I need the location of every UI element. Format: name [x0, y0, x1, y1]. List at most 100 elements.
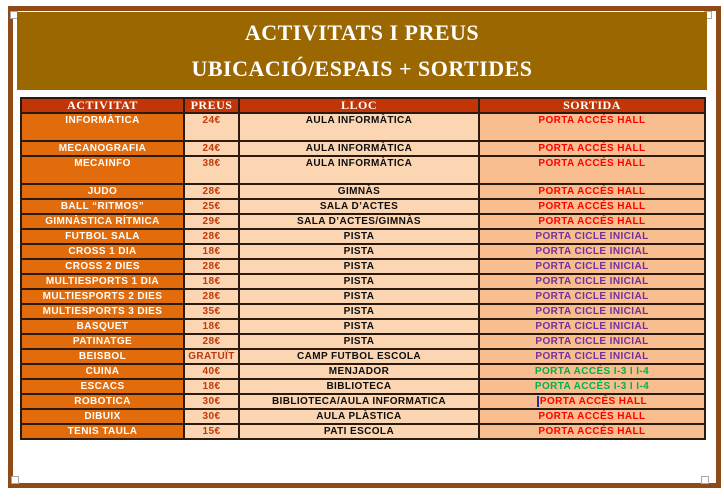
place-cell[interactable]: PISTA	[238, 258, 480, 275]
place-cell[interactable]: PISTA	[238, 318, 480, 335]
price-cell[interactable]: 28€	[183, 333, 240, 350]
exit-cell[interactable]: PORTA CICLE INICIAL	[478, 228, 706, 245]
activities-table: ACTIVITAT PREUS LLOC SORTIDA INFORMÀTICA…	[20, 97, 706, 440]
exit-cell[interactable]: PORTA CICLE INICIAL	[478, 258, 706, 275]
column-header-activity[interactable]: ACTIVITAT	[20, 97, 185, 114]
place-cell[interactable]: PISTA	[238, 288, 480, 305]
column-header-place[interactable]: LLOC	[238, 97, 480, 114]
price-cell[interactable]: 18€	[183, 273, 240, 290]
activity-cell[interactable]: TENIS TAULA	[20, 423, 185, 440]
exit-cell[interactable]: PORTA ACCÉS HALL	[478, 393, 706, 410]
place-cell[interactable]: PISTA	[238, 303, 480, 320]
price-cell[interactable]: 38€	[183, 155, 240, 185]
price-cell[interactable]: 24€	[183, 140, 240, 157]
exit-cell[interactable]: PORTA ACCÉS HALL	[478, 408, 706, 425]
exit-cell[interactable]: PORTA ACCÉS HALL	[478, 423, 706, 440]
place-cell[interactable]: SALA D’ACTES	[238, 198, 480, 215]
exit-cell[interactable]: PORTA ACCÉS HALL	[478, 155, 706, 185]
table-header-row: ACTIVITAT PREUS LLOC SORTIDA	[20, 97, 706, 114]
place-cell[interactable]: AULA INFORMÀTICA	[238, 155, 480, 185]
price-cell[interactable]: 28€	[183, 183, 240, 200]
column-header-price[interactable]: PREUS	[183, 97, 240, 114]
place-cell[interactable]: PISTA	[238, 273, 480, 290]
price-cell[interactable]: 25€	[183, 198, 240, 215]
exit-cell[interactable]: PORTA ACCÉS HALL	[478, 183, 706, 200]
activity-cell[interactable]: INFORMÀTICA	[20, 112, 185, 142]
page-border	[8, 6, 721, 488]
price-cell[interactable]: 35€	[183, 303, 240, 320]
table-row: BALL “RITMOS” 25€ SALA D’ACTES PORTA ACC…	[20, 198, 706, 215]
price-cell[interactable]: 28€	[183, 228, 240, 245]
exit-cell[interactable]: PORTA ACCÉS HALL	[478, 198, 706, 215]
column-header-exit[interactable]: SORTIDA	[478, 97, 706, 114]
price-cell[interactable]: 29€	[183, 213, 240, 230]
activity-cell[interactable]: BALL “RITMOS”	[20, 198, 185, 215]
price-cell[interactable]: 30€	[183, 393, 240, 410]
activity-cell[interactable]: MULTIESPORTS 2 DIES	[20, 288, 185, 305]
exit-cell[interactable]: PORTA ACCÉS HALL	[478, 213, 706, 230]
exit-cell[interactable]: PORTA CICLE INICIAL	[478, 243, 706, 260]
activity-cell[interactable]: FUTBOL SALA	[20, 228, 185, 245]
price-cell[interactable]: 24€	[183, 112, 240, 142]
activity-cell[interactable]: CROSS 2 DIES	[20, 258, 185, 275]
exit-cell[interactable]: PORTA ACCÉS HALL	[478, 112, 706, 142]
activity-cell[interactable]: MECAINFO	[20, 155, 185, 185]
activity-cell[interactable]: MULTIESPORTS 1 DIA	[20, 273, 185, 290]
activity-cell[interactable]: DIBUIX	[20, 408, 185, 425]
table-row: DIBUIX 30€ AULA PLÀSTICA PORTA ACCÉS HAL…	[20, 408, 706, 425]
table-row: MULTIESPORTS 2 DIES 28€ PISTA PORTA CICL…	[20, 288, 706, 305]
table-row: FUTBOL SALA 28€ PISTA PORTA CICLE INICIA…	[20, 228, 706, 245]
price-cell[interactable]: 18€	[183, 318, 240, 335]
exit-cell[interactable]: PORTA CICLE INICIAL	[478, 318, 706, 335]
activity-cell[interactable]: JUDO	[20, 183, 185, 200]
place-cell[interactable]: MENJADOR	[238, 363, 480, 380]
activity-cell[interactable]: PATINATGE	[20, 333, 185, 350]
page-title: ACTIVITATS I PREUS	[244, 20, 480, 45]
activities-table-body: INFORMÀTICA 24€ AULA INFORMÀTICA PORTA A…	[20, 112, 706, 440]
price-cell[interactable]: 15€	[183, 423, 240, 440]
table-row: CUINA 40€ MENJADOR PORTA ACCÉS I-3 I I-4	[20, 363, 706, 380]
exit-cell[interactable]: PORTA CICLE INICIAL	[478, 348, 706, 365]
table-row: MECANOGRAFIA 24€ AULA INFORMÀTICA PORTA …	[20, 140, 706, 157]
place-cell[interactable]: AULA INFORMÀTICA	[238, 140, 480, 157]
price-cell[interactable]: 40€	[183, 363, 240, 380]
place-cell[interactable]: SALA D’ACTES/GIMNÀS	[238, 213, 480, 230]
activity-cell[interactable]: ESCACS	[20, 378, 185, 395]
price-cell[interactable]: 28€	[183, 288, 240, 305]
table-row: GIMNÀSTICA RÍTMICA 29€ SALA D’ACTES/GIMN…	[20, 213, 706, 230]
table-row: MULTIESPORTS 1 DIA 18€ PISTA PORTA CICLE…	[20, 273, 706, 290]
place-cell[interactable]: GIMNÀS	[238, 183, 480, 200]
place-cell[interactable]: PISTA	[238, 243, 480, 260]
exit-cell[interactable]: PORTA ACCÉS I-3 I I-4	[478, 378, 706, 395]
price-cell[interactable]: 28€	[183, 258, 240, 275]
exit-cell[interactable]: PORTA ACCÉS I-3 I I-4	[478, 363, 706, 380]
activity-cell[interactable]: BASQUET	[20, 318, 185, 335]
price-cell[interactable]: GRATUÏT	[183, 348, 240, 365]
place-cell[interactable]: CAMP FUTBOL ESCOLA	[238, 348, 480, 365]
activity-cell[interactable]: GIMNÀSTICA RÍTMICA	[20, 213, 185, 230]
table-row: CROSS 2 DIES 28€ PISTA PORTA CICLE INICI…	[20, 258, 706, 275]
price-cell[interactable]: 18€	[183, 243, 240, 260]
activity-cell[interactable]: CROSS 1 DIA	[20, 243, 185, 260]
place-cell[interactable]: BIBLIOTECA	[238, 378, 480, 395]
place-cell[interactable]: AULA INFORMÀTICA	[238, 112, 480, 142]
exit-cell[interactable]: PORTA CICLE INICIAL	[478, 288, 706, 305]
price-cell[interactable]: 30€	[183, 408, 240, 425]
place-cell[interactable]: AULA PLÀSTICA	[238, 408, 480, 425]
activity-cell[interactable]: MULTIESPORTS 3 DIES	[20, 303, 185, 320]
exit-cell[interactable]: PORTA ACCÉS HALL	[478, 140, 706, 157]
exit-cell[interactable]: PORTA CICLE INICIAL	[478, 273, 706, 290]
place-cell[interactable]: BIBLIOTECA/AULA INFORMATICA	[238, 393, 480, 410]
price-cell[interactable]: 18€	[183, 378, 240, 395]
activity-cell[interactable]: ROBOTICA	[20, 393, 185, 410]
exit-cell[interactable]: PORTA CICLE INICIAL	[478, 333, 706, 350]
place-cell[interactable]: PATI ESCOLA	[238, 423, 480, 440]
place-cell[interactable]: PISTA	[238, 228, 480, 245]
activity-cell[interactable]: MECANOGRAFIA	[20, 140, 185, 157]
activity-cell[interactable]: CUINA	[20, 363, 185, 380]
table-row: MECAINFO 38€ AULA INFORMÀTICA PORTA ACCÉ…	[20, 155, 706, 185]
place-cell[interactable]: PISTA	[238, 333, 480, 350]
activity-cell[interactable]: BEISBOL	[20, 348, 185, 365]
exit-cell[interactable]: PORTA CICLE INICIAL	[478, 303, 706, 320]
